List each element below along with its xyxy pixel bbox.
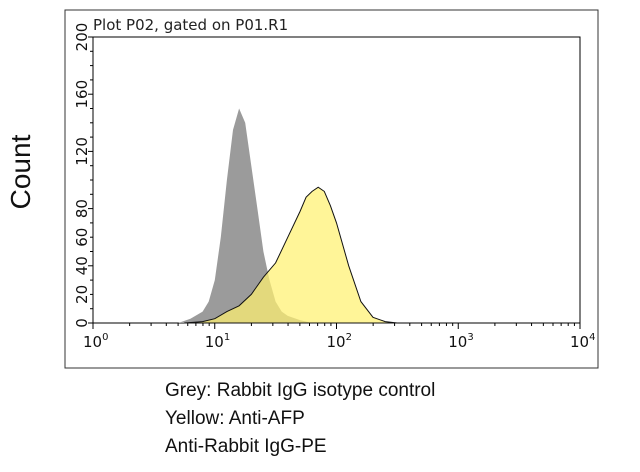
y-tick-label: 20	[73, 285, 91, 304]
x-tick-label: 103	[448, 332, 473, 351]
y-tick-label: 120	[73, 137, 91, 166]
caption-grey: Grey: Rabbit IgG isotype control	[165, 380, 436, 401]
y-tick-label: 60	[73, 228, 91, 247]
outer-frame	[64, 9, 599, 369]
caption-yellow: Yellow: Anti-AFP	[165, 408, 305, 429]
isotype-control-histogram	[178, 108, 313, 323]
x-tick-label: 101	[205, 332, 230, 351]
x-tick-label: 102	[327, 332, 352, 351]
x-tick-label: 104	[570, 332, 595, 351]
x-tick-label: 100	[83, 332, 108, 351]
y-tick-label: 80	[73, 199, 91, 218]
plot-title: Plot P02, gated on P01.R1	[93, 16, 288, 34]
caption-secondary: Anti-Rabbit IgG-PE	[165, 436, 327, 457]
y-tick-label: 160	[73, 80, 91, 109]
y-tick-label: 0	[73, 318, 91, 328]
y-tick-label: 40	[73, 256, 91, 275]
y-axis-label: Count	[5, 134, 36, 209]
y-tick-label: 200	[73, 23, 91, 52]
anti-afp-histogram	[184, 186, 398, 324]
